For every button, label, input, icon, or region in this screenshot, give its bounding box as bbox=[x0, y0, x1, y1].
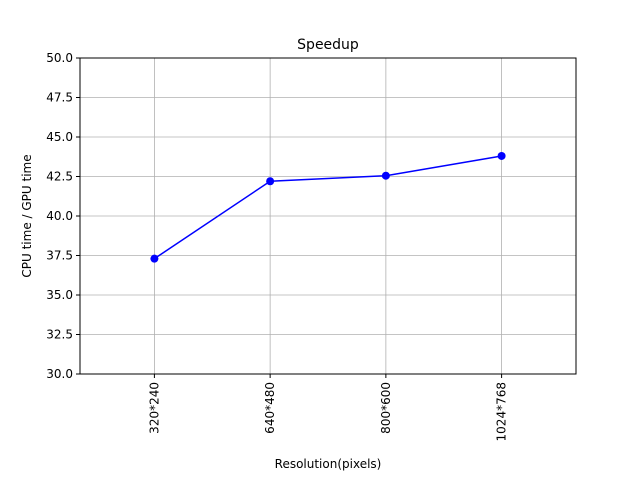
x-tick-label: 320*240 bbox=[147, 382, 161, 434]
y-tick-label: 35.0 bbox=[46, 288, 73, 302]
chart-title: Speedup bbox=[297, 37, 359, 53]
series-line bbox=[153, 155, 502, 260]
y-axis-ticks: 30.0 32.5 35.0 37.5 40.0 42.5 45.0 47.5 50.0 bbox=[46, 51, 80, 381]
x-axis-ticks: 320*240 640*480 800*600 1024*768 bbox=[147, 374, 509, 441]
y-tick-label: 30.0 bbox=[46, 367, 73, 381]
y-axis-label: CPU time / GPU time bbox=[20, 154, 34, 277]
y-tick-label: 37.5 bbox=[46, 249, 73, 263]
data-point bbox=[266, 177, 275, 186]
data-point bbox=[381, 171, 390, 180]
data-point bbox=[497, 151, 506, 160]
y-tick-label: 50.0 bbox=[46, 51, 73, 65]
y-tick-label: 47.5 bbox=[46, 91, 73, 105]
x-tick-label: 1024*768 bbox=[495, 382, 509, 441]
data-point bbox=[150, 254, 159, 263]
y-tick-label: 42.5 bbox=[46, 170, 73, 184]
x-tick-label: 800*600 bbox=[379, 382, 393, 434]
series-layer bbox=[150, 151, 506, 263]
y-tick-label: 45.0 bbox=[46, 130, 73, 144]
y-tick-label: 40.0 bbox=[46, 209, 73, 223]
y-tick-label: 32.5 bbox=[46, 328, 73, 342]
x-axis-label: Resolution(pixels) bbox=[275, 457, 382, 471]
x-tick-label: 640*480 bbox=[263, 382, 277, 434]
